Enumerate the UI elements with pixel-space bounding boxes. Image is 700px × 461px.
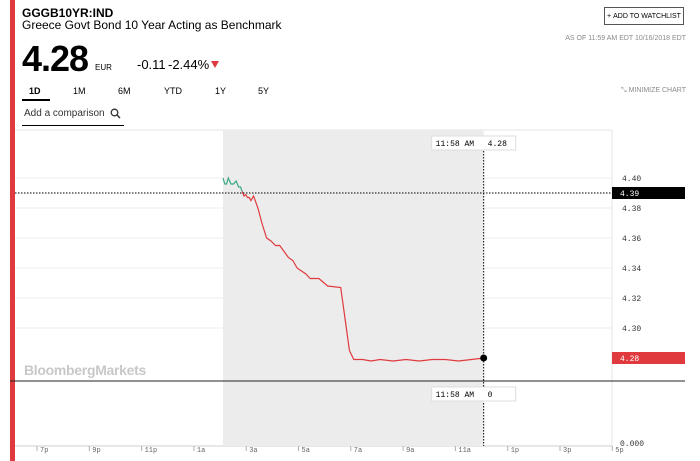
- y-tick-label: 4.32: [622, 295, 641, 304]
- up-price-line: [222, 176, 243, 192]
- y-tick-label: 4.30: [622, 325, 641, 334]
- percent-change: -2.44%: [168, 57, 210, 72]
- x-tick-label: 11p: [145, 447, 158, 455]
- x-tick-label: 3a: [249, 447, 257, 455]
- x-tick-label: 5p: [615, 447, 623, 455]
- search-icon[interactable]: [110, 108, 121, 119]
- security-name: Greece Govt Bond 10 Year Acting as Bench…: [22, 18, 282, 32]
- x-tick-label: 1a: [197, 447, 205, 455]
- bloomberg-markets-logo: BloombergMarkets: [24, 362, 147, 378]
- crosshair-time-label-bottom: 11:58 AM: [436, 391, 475, 400]
- minimize-chart-button[interactable]: ⤡ MINIMIZE CHART: [621, 87, 686, 95]
- y-tick-label: 4.38: [622, 205, 641, 214]
- tab-1m[interactable]: 1M: [73, 86, 86, 96]
- crosshair-time-label: 11:58 AM: [436, 140, 475, 149]
- x-tick-label: 7p: [40, 447, 48, 455]
- crosshair-tooltip-top: [431, 135, 517, 151]
- add-to-watchlist-label: ADD TO WATCHLIST: [613, 12, 681, 20]
- tab-6m[interactable]: 6M: [118, 86, 131, 96]
- volume-axis-label: 0.000: [620, 440, 644, 449]
- tab-1d[interactable]: 1D: [29, 86, 41, 96]
- previous-close-label: 4.39: [620, 190, 639, 199]
- crosshair-volume-label: 0: [488, 391, 493, 400]
- minimize-chart-label: MINIMIZE CHART: [628, 87, 686, 94]
- currency-label: EUR: [95, 63, 112, 72]
- previous-close-badge: [612, 187, 685, 199]
- time-axis: 7p 9p 11p 1a 3a 5a 7a 9a 11a 1p 3p 5p: [36, 446, 624, 455]
- ticker-symbol: GGGB10YR:IND: [22, 6, 114, 20]
- x-tick-label: 11a: [458, 447, 471, 455]
- accent-bar: [10, 0, 15, 461]
- tab-5y[interactable]: 5Y: [258, 86, 270, 96]
- last-price: 4.28: [22, 38, 89, 79]
- down-price-line: [241, 191, 484, 362]
- x-tick-label: 3p: [563, 447, 571, 455]
- x-tick-label: 9a: [406, 447, 414, 455]
- y-tick-label: 4.40: [622, 175, 641, 184]
- crosshair-price-label: 4.28: [488, 140, 507, 149]
- add-to-watchlist-button[interactable]: + ADD TO WATCHLIST: [604, 7, 684, 25]
- price-chart[interactable]: 7p 9p 11p 1a 3a 5a 7a 9a 11a 1p 3p 5p 4.404.384.364…: [0, 126, 700, 461]
- x-tick-label: 5a: [302, 447, 310, 455]
- x-tick-label: 7a: [354, 447, 362, 455]
- chart-shaded-area: [223, 130, 484, 446]
- price-change: -0.11: [137, 57, 166, 72]
- last-price-label: 4.28: [620, 355, 639, 364]
- tab-1y[interactable]: 1Y: [215, 86, 227, 96]
- x-tick-label: 9p: [92, 447, 100, 455]
- plus-icon: +: [607, 12, 612, 20]
- add-comparison-placeholder: Add a comparison: [24, 108, 105, 119]
- add-comparison-input[interactable]: Add a comparison: [22, 104, 124, 126]
- as-of-timestamp: AS OF 11:59 AM EDT 10/16/2018 EDT: [565, 35, 686, 42]
- y-tick-label: 4.34: [622, 265, 641, 274]
- crosshair-tooltip-bottom: [431, 386, 517, 402]
- tab-ytd[interactable]: YTD: [164, 86, 182, 96]
- price-series: [222, 176, 484, 362]
- down-triangle-icon: [211, 61, 219, 68]
- last-price-badge: [612, 352, 685, 364]
- collapse-arrows-icon: ⤡: [621, 87, 627, 94]
- active-tab-underline: [22, 99, 50, 101]
- x-tick-label: 1p: [511, 447, 519, 455]
- price-axis: 4.40 4.38 4.36 4.34 4.32 4.30 0.000: [620, 175, 644, 449]
- chart-overlay: 4.39 4.28 11:58 AM 4.28 11:58 AM 0: [10, 135, 685, 446]
- y-tick-label: 4.36: [622, 235, 641, 244]
- last-price-dot: [480, 354, 488, 362]
